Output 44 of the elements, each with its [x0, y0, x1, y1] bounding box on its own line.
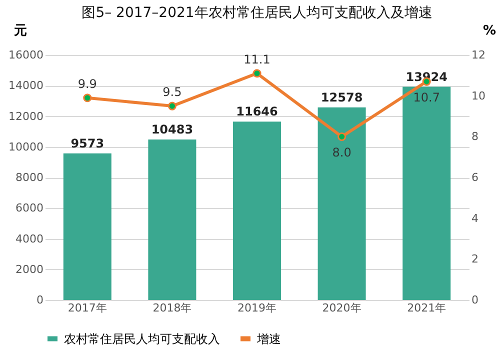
- point: [168, 102, 176, 110]
- y-axis-title: 元: [13, 24, 27, 38]
- bar: [63, 153, 112, 300]
- point: [252, 69, 262, 78]
- data-label: 9.9: [78, 76, 97, 91]
- bar: [402, 86, 451, 300]
- y2-tick-label: 8: [472, 130, 478, 144]
- y-tick-label: 16000: [8, 48, 44, 62]
- data-label: 11.1: [244, 52, 270, 66]
- point: [83, 94, 92, 102]
- y2-tick-label: 10: [472, 89, 486, 102]
- x-tick-label: 2017年: [68, 302, 107, 314]
- x-tick-label: 2019年: [238, 302, 276, 314]
- chart-title: 图5– 2017–2021年农村常住居民人均可支配收入及增速: [82, 5, 432, 21]
- y2-tick-label: 2: [472, 252, 478, 266]
- data-label: 11646: [236, 104, 278, 119]
- bar: [318, 107, 366, 300]
- bar: [148, 139, 196, 300]
- y-tick-label: 4000: [16, 232, 44, 246]
- y2-tick-label: 12: [472, 48, 486, 62]
- y-tick-label: 8000: [16, 171, 44, 184]
- y2-tick-label: 4: [472, 212, 478, 225]
- y-tick-label: 12000: [8, 110, 44, 123]
- data-label: 9573: [70, 136, 104, 150]
- data-label: 8.0: [332, 146, 352, 160]
- bar: [233, 122, 281, 300]
- y-tick-label: 10000: [8, 140, 44, 154]
- y-tick-label: 2000: [16, 262, 44, 276]
- y-tick-label: 6000: [16, 202, 44, 215]
- x-tick-label: 2018年: [152, 302, 192, 314]
- x-tick-label: 2020年: [322, 302, 362, 314]
- y2-axis-title: %: [482, 24, 496, 38]
- y2-tick-label: 6: [472, 171, 478, 184]
- y2-tick-label: 0: [472, 294, 478, 306]
- legend-label: 农村常住居民人均可支配收入: [64, 332, 220, 346]
- y-tick-label: 0: [36, 294, 44, 306]
- data-label: 10483: [151, 122, 194, 136]
- point: [338, 132, 346, 141]
- data-label: 12578: [320, 90, 363, 104]
- legend-label: 增速: [256, 332, 281, 346]
- x-tick-label: 2021年: [407, 302, 446, 314]
- y-tick-label: 14000: [8, 79, 44, 92]
- data-label: 9.5: [162, 85, 182, 100]
- data-label: 10.7: [413, 90, 440, 105]
